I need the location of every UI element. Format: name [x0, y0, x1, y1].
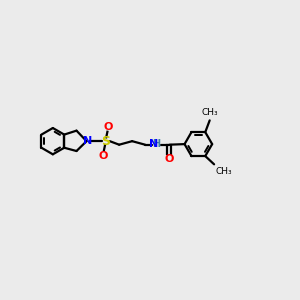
Text: CH₃: CH₃: [216, 167, 232, 176]
Text: S: S: [101, 135, 110, 148]
Text: N: N: [149, 139, 158, 149]
Text: O: O: [99, 151, 108, 160]
Text: O: O: [165, 154, 174, 164]
Text: O: O: [103, 122, 113, 132]
Text: N: N: [82, 136, 92, 146]
Text: H: H: [152, 139, 160, 149]
Text: CH₃: CH₃: [201, 108, 218, 117]
